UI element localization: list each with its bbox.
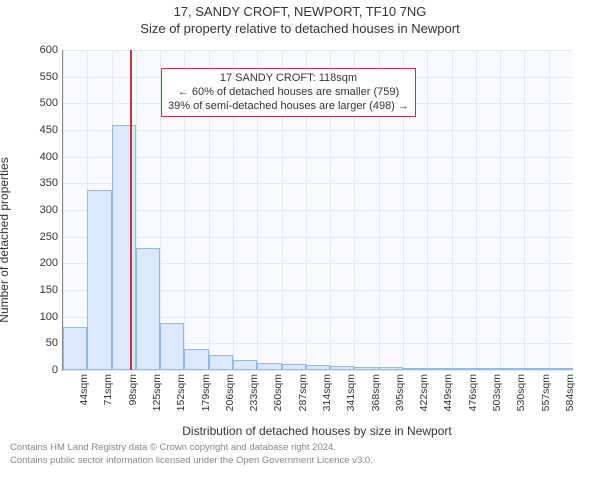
gridline-v <box>549 50 550 370</box>
y-axis-label: Number of detached properties <box>0 157 11 322</box>
y-tick-label: 400 <box>22 151 58 163</box>
y-tick-label: 150 <box>22 284 58 296</box>
histogram-bar <box>282 364 306 370</box>
page-title-address: 17, SANDY CROFT, NEWPORT, TF10 7NG <box>0 4 600 19</box>
x-tick-label: 44sqm <box>78 374 90 406</box>
histogram-bar <box>524 368 548 370</box>
x-tick-label: 449sqm <box>442 374 454 411</box>
x-tick-label: 476sqm <box>467 374 479 411</box>
y-tick-label: 550 <box>22 71 58 83</box>
page-title-sub: Size of property relative to detached ho… <box>0 21 600 36</box>
plot-area: 17 SANDY CROFT: 118sqm← 60% of detached … <box>62 50 573 371</box>
x-tick-label: 71sqm <box>102 374 114 406</box>
y-tick-label: 600 <box>22 44 58 56</box>
y-tick-label: 300 <box>22 204 58 216</box>
gridline-v <box>452 50 453 370</box>
gridline-h <box>63 183 573 184</box>
histogram-bar <box>136 248 160 370</box>
x-tick-label: 530sqm <box>515 374 527 411</box>
y-tick-label: 0 <box>22 364 58 376</box>
histogram-bar <box>112 125 136 370</box>
x-tick-label: 557sqm <box>540 374 552 411</box>
y-tick-label: 350 <box>22 177 58 189</box>
x-tick-label: 287sqm <box>297 374 309 411</box>
annotation-line: 17 SANDY CROFT: 118sqm <box>168 72 409 86</box>
histogram-bar <box>233 360 257 370</box>
histogram-bar <box>549 368 573 370</box>
histogram-bar <box>160 323 184 370</box>
histogram-bar <box>63 327 87 370</box>
histogram-bar <box>427 368 451 370</box>
histogram-bar <box>500 368 524 370</box>
x-tick-label: 206sqm <box>224 374 236 411</box>
histogram-bar <box>87 190 111 370</box>
histogram-bar <box>452 368 476 370</box>
y-tick-label: 250 <box>22 231 58 243</box>
gridline-h <box>63 50 573 51</box>
histogram-bar <box>403 368 427 370</box>
x-tick-label: 152sqm <box>175 374 187 411</box>
x-tick-label: 395sqm <box>394 374 406 411</box>
x-tick-label: 422sqm <box>418 374 430 411</box>
chart-container: Number of detached properties 17 SANDY C… <box>10 40 590 440</box>
histogram-bar <box>354 367 378 370</box>
gridline-v <box>500 50 501 370</box>
x-tick-label: 233sqm <box>248 374 260 411</box>
gridline-v <box>427 50 428 370</box>
histogram-bar <box>379 367 403 370</box>
gridline-h <box>63 237 573 238</box>
x-tick-label: 98sqm <box>127 374 139 406</box>
x-tick-label: 125sqm <box>151 374 163 411</box>
gridline-h <box>63 157 573 158</box>
x-tick-label: 584sqm <box>564 374 576 411</box>
footer-attribution-2: Contains public sector information licen… <box>10 455 590 466</box>
histogram-bar <box>257 363 281 370</box>
x-tick-label: 179sqm <box>200 374 212 411</box>
annotation-box: 17 SANDY CROFT: 118sqm← 60% of detached … <box>161 68 416 117</box>
gridline-v <box>63 50 64 370</box>
histogram-bar <box>306 365 330 370</box>
y-tick-label: 50 <box>22 337 58 349</box>
x-tick-label: 341sqm <box>345 374 357 411</box>
y-tick-label: 200 <box>22 257 58 269</box>
x-tick-label: 503sqm <box>491 374 503 411</box>
histogram-bar <box>209 355 233 370</box>
gridline-h <box>63 370 573 371</box>
gridline-h <box>63 130 573 131</box>
gridline-v <box>476 50 477 370</box>
y-tick-label: 500 <box>22 97 58 109</box>
footer-attribution-1: Contains HM Land Registry data © Crown c… <box>10 442 590 453</box>
x-tick-label: 260sqm <box>272 374 284 411</box>
histogram-bar <box>330 366 354 370</box>
x-tick-label: 368sqm <box>370 374 382 411</box>
histogram-bar <box>184 349 208 370</box>
annotation-line: 39% of semi-detached houses are larger (… <box>168 100 409 114</box>
y-tick-label: 450 <box>22 124 58 136</box>
y-tick-label: 100 <box>22 311 58 323</box>
marker-line <box>130 50 132 370</box>
x-axis-label: Distribution of detached houses by size … <box>62 424 572 438</box>
histogram-bar <box>476 368 500 370</box>
x-tick-label: 314sqm <box>321 374 333 411</box>
gridline-h <box>63 210 573 211</box>
annotation-line: ← 60% of detached houses are smaller (75… <box>168 86 409 100</box>
gridline-v <box>524 50 525 370</box>
